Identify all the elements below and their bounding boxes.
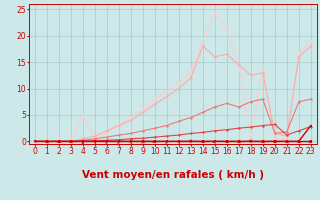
X-axis label: Vent moyen/en rafales ( km/h ): Vent moyen/en rafales ( km/h ) — [82, 170, 264, 180]
